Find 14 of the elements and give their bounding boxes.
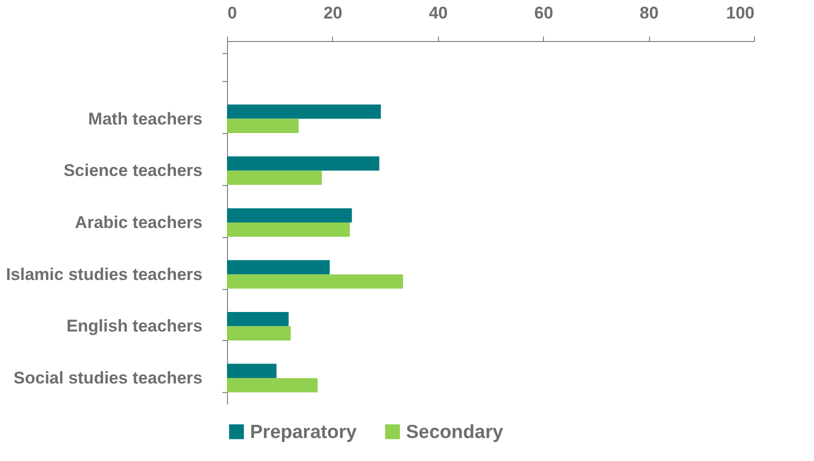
legend-label: Preparatory <box>250 422 358 443</box>
x-tick-label: 0 <box>228 4 237 22</box>
x-tick-label: 80 <box>640 4 659 22</box>
x-tick-label: 20 <box>323 4 342 22</box>
x-tick-label: 40 <box>428 4 448 22</box>
y-tick-label: Science teachers <box>64 161 202 180</box>
x-tick-label: 60 <box>534 4 554 22</box>
legend-label: Secondary <box>406 422 504 443</box>
y-tick-label: Arabic teachers <box>74 213 202 232</box>
y-tick-label: Social studies teachers <box>14 368 202 388</box>
y-tick-label: Islamic studies teachers <box>6 264 202 284</box>
y-tick-label: English teachers <box>66 316 202 336</box>
y-tick-label: Math teachers <box>88 109 202 128</box>
x-tick-label: 100 <box>726 4 754 22</box>
